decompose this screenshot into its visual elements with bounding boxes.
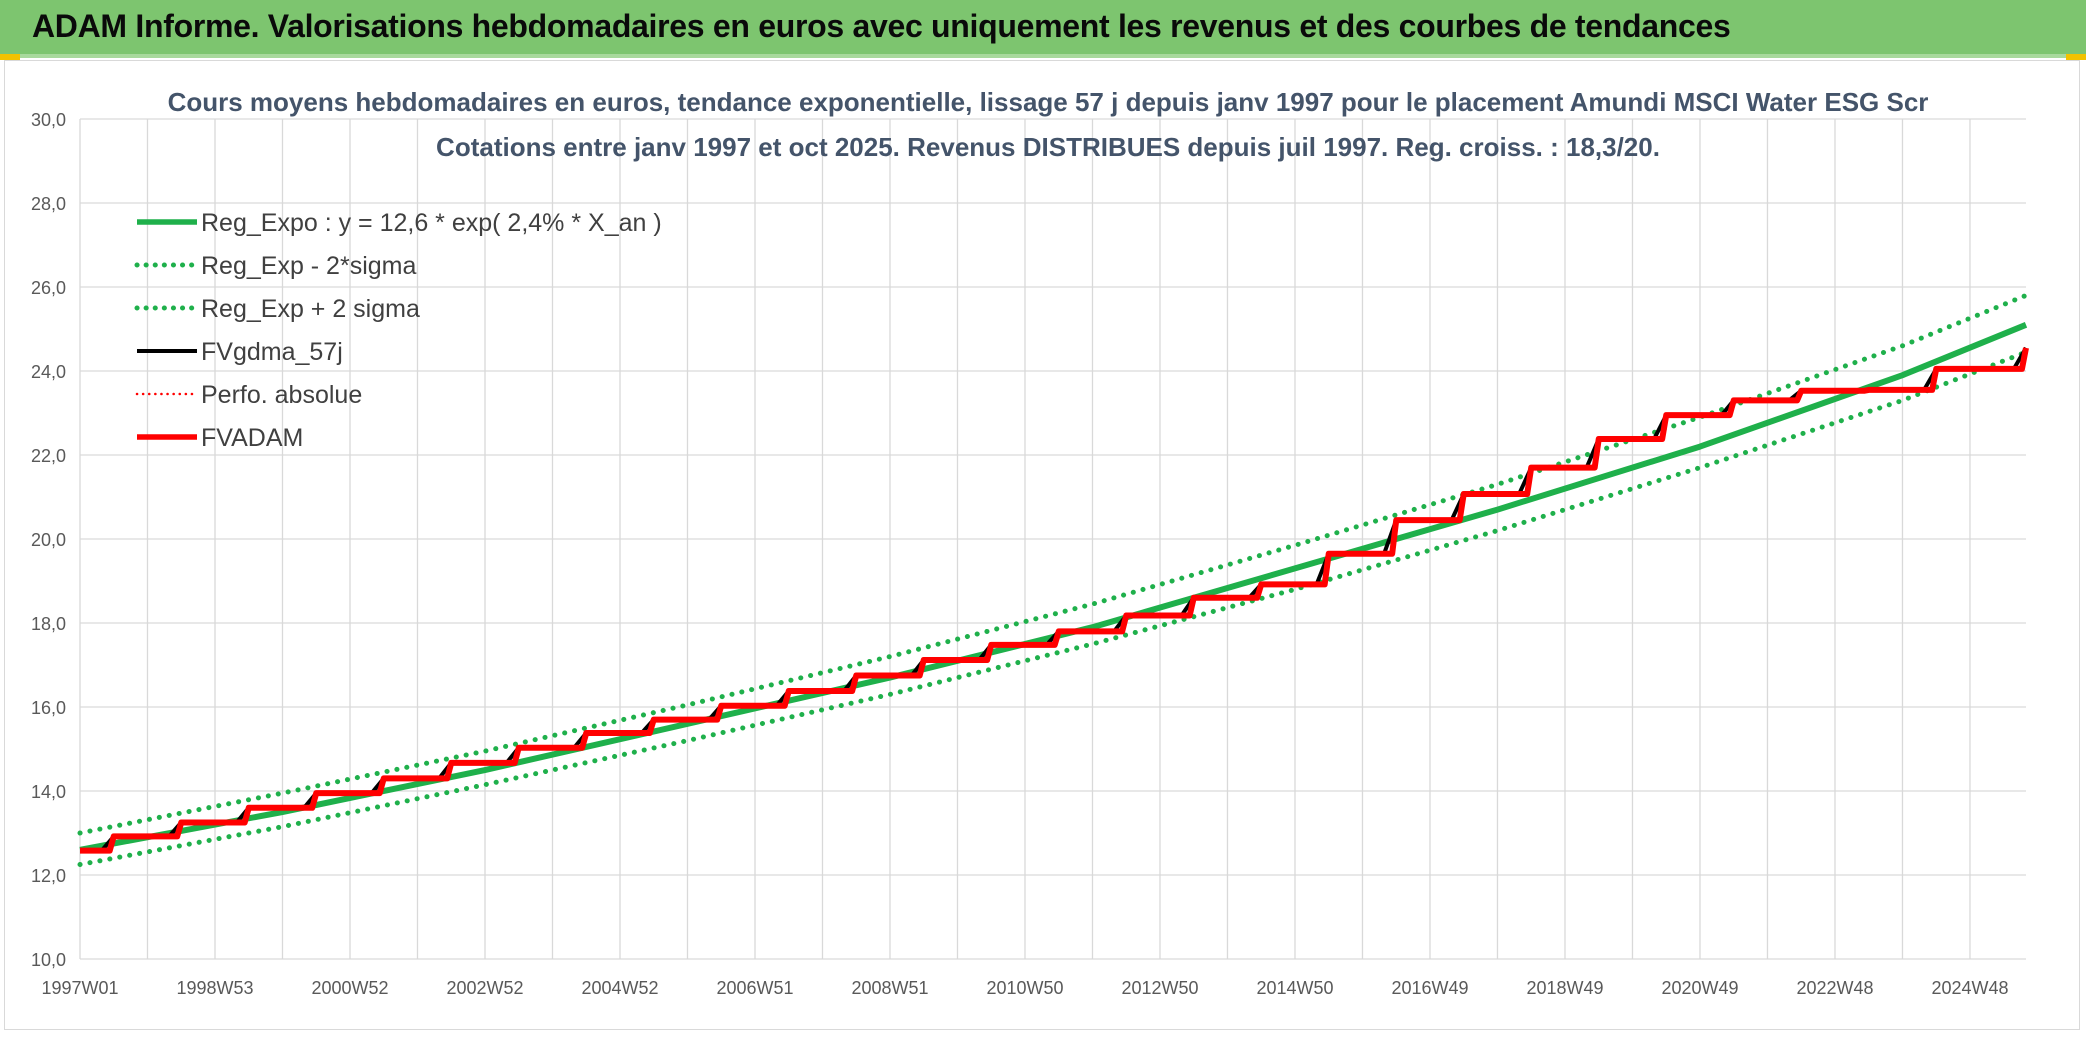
x-tick-label: 2004W52 [581,978,658,998]
series-line-regexp [77,349,2029,867]
series-line-fvgdma57j [80,346,2028,853]
x-tick-label: 2020W49 [1661,978,1738,998]
x-tick-label: 2024W48 [1931,978,2008,998]
x-tick-label: 2010W50 [986,978,1063,998]
x-tick-label: 2016W49 [1391,978,1468,998]
x-tick-label: 2006W51 [716,978,793,998]
legend-label: FVgdma_57j [201,338,343,366]
legend-label: Reg_Exp + 2 sigma [201,295,420,323]
y-tick-label: 10,0 [31,950,66,970]
x-tick-label: 2012W50 [1121,978,1198,998]
x-tick-label: 1998W53 [176,978,253,998]
report-banner: ADAM Informe. Valorisations hebdomadaire… [0,0,2086,58]
series-line-regexp [77,292,2029,836]
y-tick-label: 26,0 [31,278,66,298]
y-tick-label: 22,0 [31,446,66,466]
legend-label: Reg_Expo : y = 12,6 * exp( 2,4% * X_an ) [201,209,662,237]
x-tick-label: 2000W52 [311,978,388,998]
x-tick-label: 2014W50 [1256,978,1333,998]
y-tick-label: 14,0 [31,782,66,802]
x-tick-label: 2002W52 [446,978,523,998]
series-group [77,292,2029,867]
accent-mark-left [0,54,20,60]
legend-label: Perfo. absolue [201,381,362,409]
y-tick-label: 28,0 [31,194,66,214]
x-axis-ticks: 1997W01 1998W53 2000W52 2002W52 2004W52 2006W… [41,978,2008,998]
legend: Reg_Expo : y = 12,6 * exp( 2,4% * X_an )… [134,209,662,452]
y-tick-label: 24,0 [31,362,66,382]
accent-mark-right [2066,54,2086,60]
y-axis-ticks: 10,0 12,0 14,0 16,0 18,0 20,0 22,0 24,0 26,0 28,0… [31,110,66,970]
y-tick-label: 12,0 [31,866,66,886]
y-tick-label: 20,0 [31,530,66,550]
series-line-fvadam [80,347,2029,854]
chart-title: Cours moyens hebdomadaires en euros, ten… [168,87,1929,117]
report-title: ADAM Informe. Valorisations hebdomadaire… [32,8,1731,44]
x-tick-label: 2022W48 [1796,978,1873,998]
x-tick-label: 2018W49 [1526,978,1603,998]
series-line-regexpo [79,322,2028,853]
gridlines [79,118,2026,960]
x-tick-label: 1997W01 [41,978,118,998]
y-tick-label: 18,0 [31,614,66,634]
chart-subtitle: Cotations entre janv 1997 et oct 2025. R… [436,132,1660,162]
legend-label: Reg_Exp - 2*sigma [201,252,416,280]
y-tick-label: 30,0 [31,110,66,130]
x-tick-label: 2008W51 [851,978,928,998]
legend-label: FVADAM [201,424,303,452]
chart-frame [4,60,2080,1030]
y-tick-label: 16,0 [31,698,66,718]
